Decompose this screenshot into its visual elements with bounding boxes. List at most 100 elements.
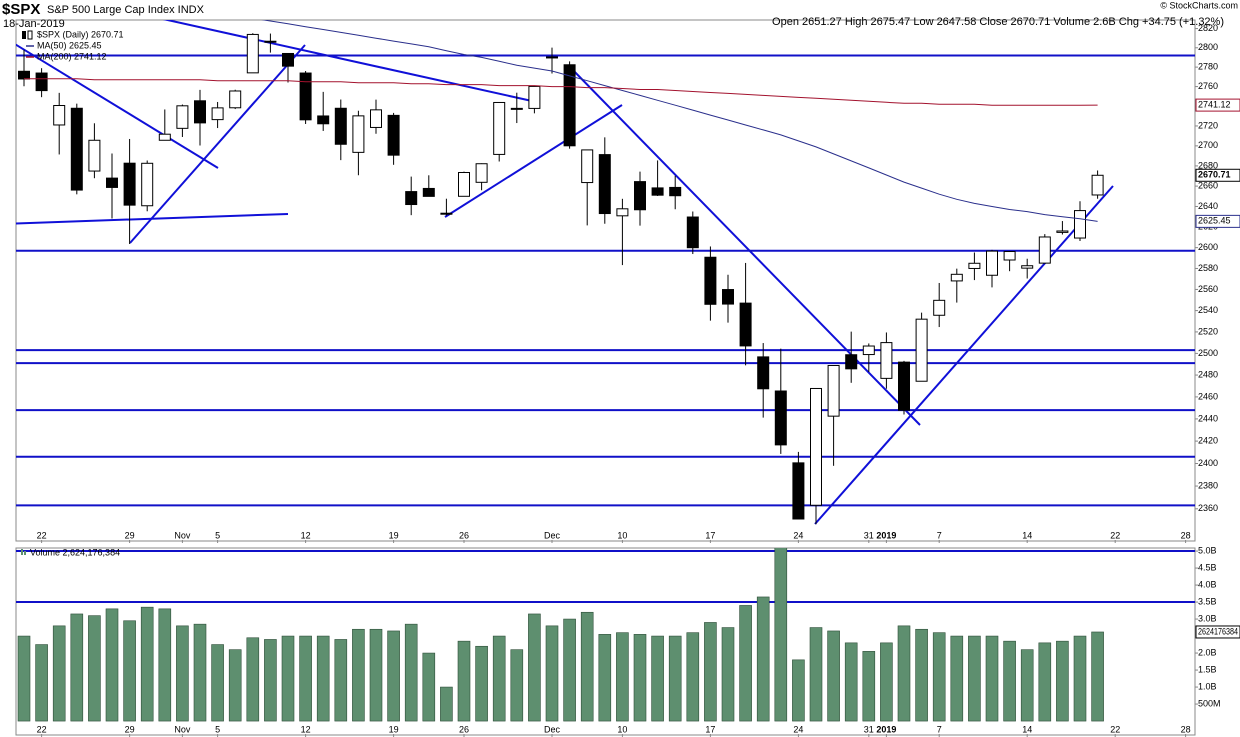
volume-bar	[545, 625, 559, 722]
candle-body	[1003, 251, 1016, 261]
x-tick-label: 2019	[876, 724, 896, 734]
volume-bar	[774, 548, 788, 722]
x-tick-label: 22	[37, 530, 47, 540]
volume-bar	[915, 628, 928, 722]
volume-bar	[1073, 635, 1087, 722]
candle-body	[35, 72, 48, 92]
volume-bar	[193, 623, 207, 722]
candle-body	[229, 90, 242, 109]
volume-bar	[70, 613, 84, 722]
volume-bar	[264, 639, 277, 722]
volume-bar	[510, 649, 524, 722]
y-tick-label: 2720	[1198, 120, 1218, 130]
x-tick-label: 19	[389, 724, 399, 734]
x-tick-label: 31	[864, 724, 874, 734]
trendline	[814, 185, 1114, 525]
y-tick-label: 5.0B	[1198, 545, 1217, 555]
legend-label: $SPX (Daily) 2670.71	[37, 29, 124, 39]
volume-bar	[651, 635, 664, 722]
y-tick-label: 2440	[1198, 413, 1218, 423]
candle-body	[845, 354, 858, 370]
volume-bar	[404, 623, 418, 722]
legend-icon	[22, 31, 26, 39]
symbol-name: S&P 500 Large Cap Index INDX	[47, 4, 205, 16]
volume-bar	[475, 645, 488, 722]
volume-bar	[1091, 631, 1104, 722]
candle-body	[968, 262, 981, 269]
volume-bar	[316, 635, 330, 722]
volume-bar	[739, 605, 752, 722]
y-tick-label: 2800	[1198, 42, 1218, 52]
plot-area	[16, 548, 1195, 722]
y-tick-label: 2660	[1198, 180, 1218, 190]
candle-body	[246, 33, 259, 74]
volume-bar	[968, 635, 981, 722]
trendline	[16, 213, 289, 225]
candle-body	[686, 216, 699, 249]
candle-body	[475, 163, 488, 183]
candle-body	[18, 70, 30, 80]
candle-body	[563, 64, 576, 147]
candle-body	[616, 208, 629, 217]
x-tick-label: Nov	[174, 530, 191, 540]
candle-body	[598, 154, 611, 215]
y-tick-label: 2580	[1198, 263, 1218, 273]
ma-line	[261, 20, 1098, 222]
x-tick-label: 28	[1181, 724, 1191, 734]
volume-bar	[123, 620, 136, 722]
y-tick-label: 2460	[1198, 391, 1218, 401]
x-tick-label: 29	[125, 724, 135, 734]
candle-body	[317, 115, 330, 125]
last-value-box	[1195, 168, 1240, 182]
volume-bar	[158, 608, 172, 722]
x-tick-label: 17	[705, 530, 715, 540]
x-tick-label: Nov	[174, 724, 191, 734]
volume-bar	[387, 630, 400, 722]
candle-body	[669, 186, 682, 197]
x-tick-label: 14	[1022, 530, 1032, 540]
last-value-label: 2624176384	[1198, 626, 1238, 636]
volume-bar	[932, 632, 946, 722]
volume-bar	[985, 635, 999, 722]
x-tick-label: 10	[617, 530, 627, 540]
trendlines	[16, 20, 1114, 525]
x-tick-label: 29	[125, 530, 135, 540]
volume-bar	[686, 632, 700, 722]
candle-body	[510, 107, 523, 110]
candle-body	[546, 56, 558, 59]
x-tick-label: 26	[459, 530, 469, 540]
x-tick-label: 19	[389, 530, 399, 540]
candle-body	[810, 387, 822, 506]
volume-bar	[334, 639, 348, 722]
volume-bar	[211, 644, 224, 722]
candle-body	[528, 85, 541, 109]
candle-body	[422, 187, 435, 197]
x-tick-label: Dec	[544, 530, 561, 540]
x-tick-label: 22	[37, 724, 47, 734]
price-panel	[15, 19, 1196, 542]
candle-body	[862, 345, 875, 356]
candle-body	[1021, 265, 1034, 269]
volume-bar	[88, 615, 101, 722]
candle-body	[211, 107, 224, 121]
x-tick-label: 22	[1110, 724, 1120, 734]
volume-bar	[598, 634, 612, 722]
x-tick-label: 22	[1110, 530, 1120, 540]
y-tick-label: 2420	[1198, 435, 1218, 445]
x-tick-label: 5	[215, 724, 220, 734]
legend-icon	[21, 549, 23, 555]
candle-body	[915, 318, 928, 382]
y-tick-label: 3.5B	[1198, 596, 1217, 606]
trendline	[16, 43, 219, 169]
candle-body	[405, 191, 418, 206]
y-tick-label: 2540	[1198, 305, 1218, 315]
volume-bar	[17, 635, 31, 722]
candle-body	[53, 105, 66, 126]
y-tick-label: 2400	[1198, 458, 1218, 468]
x-tick-label: 12	[301, 724, 311, 734]
y-tick-label: 2520	[1198, 326, 1218, 336]
volume-bar	[756, 596, 770, 722]
last-value-label: 2670.71	[1198, 170, 1231, 180]
date: 18-Jan-2019	[3, 18, 65, 30]
volume-bar	[105, 608, 119, 722]
